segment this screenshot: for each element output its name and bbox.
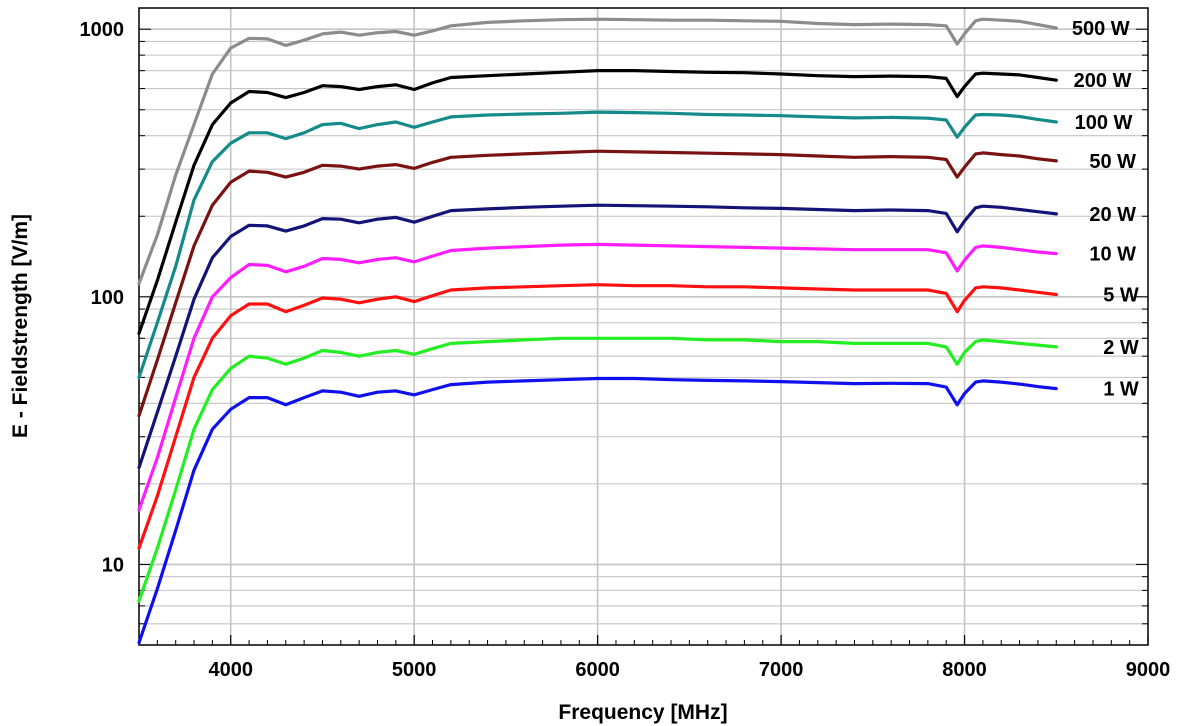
series-line — [137, 149, 1058, 418]
series-lines — [137, 17, 1058, 645]
x-tick-label: 8000 — [942, 659, 987, 681]
axis-ticks: 4000 5000 6000 7000 8000 9000 10 100 1000 — [80, 19, 1171, 681]
y-tick-label: 10 — [102, 554, 124, 576]
x-tick-label: 9000 — [1126, 659, 1171, 681]
series-line — [137, 242, 1058, 512]
series-label: 5 W — [1103, 285, 1139, 307]
y-tick-label: 1000 — [80, 19, 125, 41]
series-label: 500 W — [1072, 18, 1130, 40]
series-label: 1 W — [1103, 379, 1139, 401]
series-line — [137, 68, 1058, 335]
series-line — [137, 17, 1058, 286]
series-label: 200 W — [1074, 70, 1132, 92]
y-axis-label: E - Fieldstrength [V/m] — [9, 214, 32, 438]
y-tick-label: 100 — [91, 287, 124, 309]
series-line — [137, 203, 1058, 470]
series-labels: 500 W 200 W 100 W 50 W 20 W 10 W 5 W 2 W 1 W — [1072, 18, 1139, 401]
series-label: 20 W — [1089, 204, 1136, 226]
series-label: 100 W — [1075, 112, 1133, 134]
x-tick-label: 7000 — [759, 659, 804, 681]
plot-frame — [138, 7, 1149, 646]
grid — [139, 8, 1148, 646]
x-tick-label: 5000 — [392, 659, 437, 681]
x-tick-label: 6000 — [575, 659, 620, 681]
series-line — [137, 336, 1058, 603]
series-label: 10 W — [1089, 244, 1136, 266]
series-label: 2 W — [1103, 337, 1139, 359]
x-axis-label: Frequency [MHz] — [558, 701, 727, 724]
series-label: 50 W — [1089, 151, 1136, 173]
series-line — [137, 110, 1058, 379]
series-line — [137, 283, 1058, 550]
x-tick-label: 4000 — [208, 659, 253, 681]
series-line — [137, 376, 1058, 645]
